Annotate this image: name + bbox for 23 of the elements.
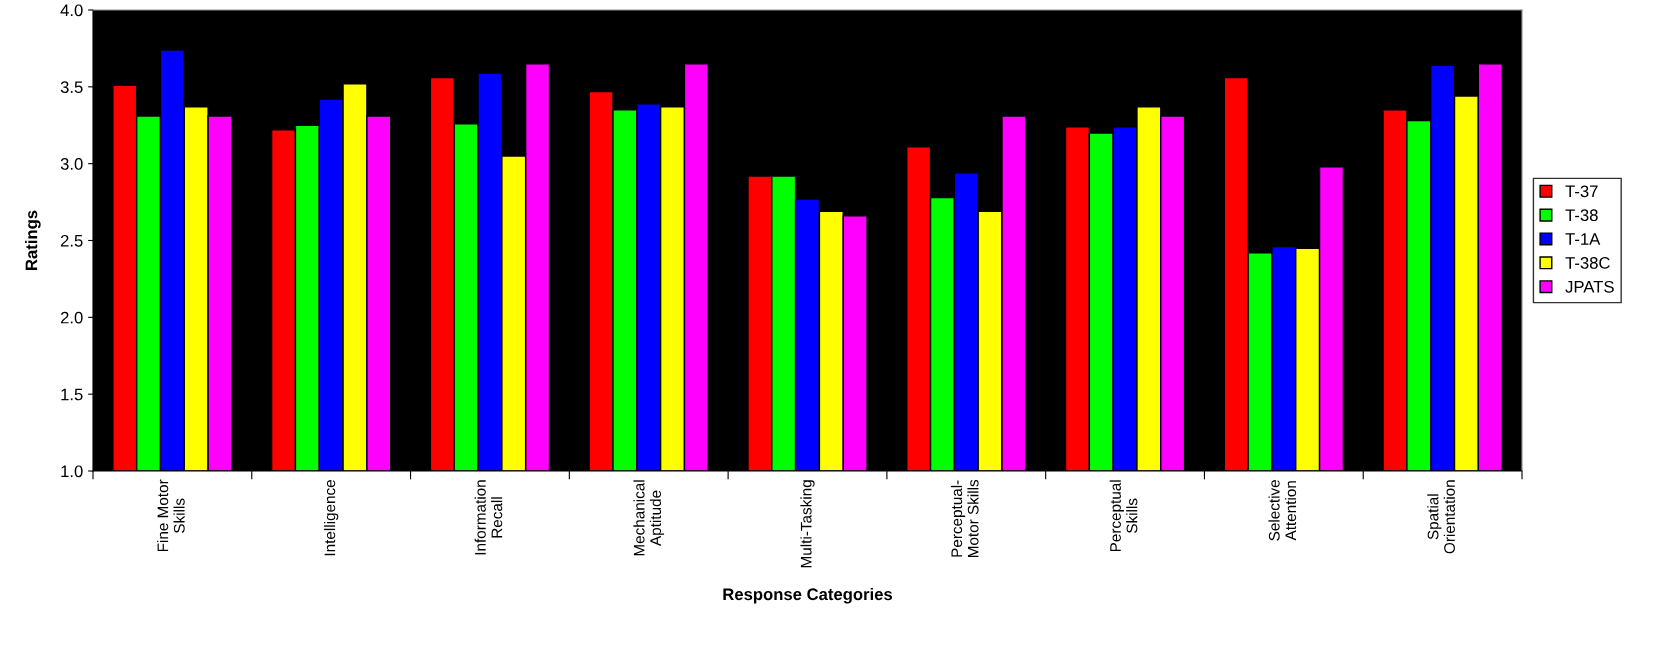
x-tick-label: Perceptual Skills <box>1109 480 1138 552</box>
y-tick-label: 3.0 <box>60 158 83 170</box>
x-tick-label: Spatial Orientation <box>1427 480 1455 554</box>
x-axis-title: Response Categories <box>723 587 893 604</box>
x-tick-label: Perceptual- Motor Skills <box>950 479 979 558</box>
y-axis-title: Ratings <box>25 210 41 270</box>
x-tick-label: Multi-Tasking <box>800 480 815 568</box>
legend-label: T-1A <box>1565 233 1601 245</box>
y-tick-label: 2.0 <box>60 311 83 324</box>
x-tick-label: Fine Motor Skills <box>157 479 185 552</box>
x-tick-label: Information Recall <box>474 480 503 555</box>
y-tick-label: 3.5 <box>60 81 83 94</box>
x-tick-label: Selective Attention <box>1268 480 1297 541</box>
x-tick-label: Mechanical Aptitude <box>633 480 665 556</box>
y-tick-label: 2.5 <box>60 234 83 247</box>
legend-label: T-38C <box>1565 257 1610 269</box>
y-tick-label: 1.5 <box>61 388 83 401</box>
y-tick-label: 1.0 <box>61 465 83 478</box>
x-tick-label: Intelligence <box>324 480 339 556</box>
legend-label: T-38 <box>1565 209 1598 222</box>
legend-label: JPATS <box>1565 280 1614 293</box>
legend-label: T-37 <box>1565 185 1598 198</box>
y-tick-label: 4.0 <box>60 4 83 17</box>
